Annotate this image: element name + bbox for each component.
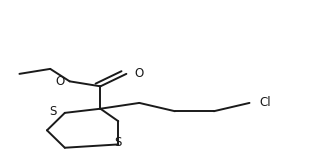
Text: O: O (134, 67, 144, 80)
Text: S: S (49, 105, 57, 118)
Text: O: O (55, 75, 65, 88)
Text: Cl: Cl (259, 96, 271, 109)
Text: S: S (115, 136, 122, 149)
